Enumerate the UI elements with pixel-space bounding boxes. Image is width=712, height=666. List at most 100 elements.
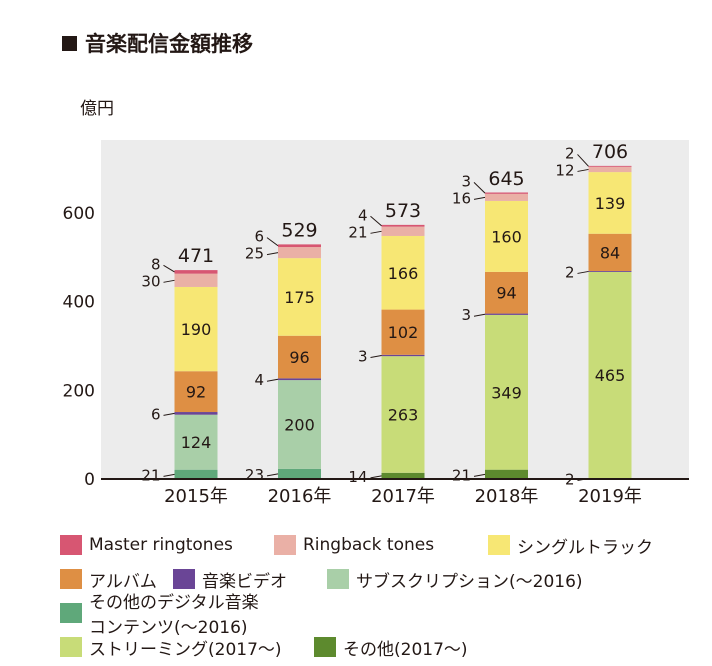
legend-swatch	[60, 535, 82, 555]
data-label: 4	[254, 371, 264, 389]
leader-line	[473, 196, 486, 200]
legend-swatch	[60, 637, 82, 657]
legend-item: その他のデジタル音楽コンテンツ(～2016)	[60, 588, 274, 638]
bar-segment	[588, 172, 632, 234]
legend-swatch	[173, 569, 195, 589]
y-axis-label: 億円	[80, 99, 114, 119]
chart-title-text: 音楽配信金額推移	[85, 32, 253, 56]
bar-segment	[485, 193, 528, 201]
title-square-icon	[62, 35, 77, 51]
data-label: 12	[555, 161, 574, 179]
data-label: 124	[181, 433, 212, 452]
data-label: 349	[491, 383, 522, 402]
legend-swatch	[327, 569, 349, 589]
bar-segment	[174, 412, 218, 415]
legend-label: その他のデジタル音楽コンテンツ(～2016)	[89, 593, 259, 638]
data-label: 6	[151, 405, 161, 423]
legend-label: 音楽ビデオ	[202, 571, 287, 592]
bar-segment	[278, 380, 321, 469]
legend-swatch	[314, 637, 336, 657]
data-label: 166	[388, 264, 419, 283]
data-label: 30	[141, 272, 160, 290]
legend-item: Master ringtones	[60, 535, 274, 555]
leader-line	[266, 237, 279, 247]
bar-segment	[174, 273, 218, 287]
leader-line	[473, 182, 486, 194]
total-label: 706	[592, 141, 628, 163]
bar-segment	[485, 271, 528, 314]
leader-line	[473, 473, 486, 477]
bar-segment	[588, 166, 632, 173]
total-label: 645	[488, 168, 524, 190]
total-label: 573	[385, 200, 421, 222]
legend-row: Master ringtones Ringback tones シングルトラック	[60, 528, 700, 562]
bar-segment	[485, 313, 528, 315]
x-tick-label: 2017年	[371, 486, 435, 507]
data-label: 84	[600, 243, 620, 262]
data-label: 4	[358, 206, 368, 224]
y-tick-label: 200	[63, 381, 95, 401]
bar-segment	[381, 472, 425, 479]
legend-label: Master ringtones	[89, 535, 233, 555]
data-label: 25	[245, 245, 264, 263]
chart-title: 音楽配信金額推移	[62, 28, 253, 58]
data-label: 160	[491, 227, 522, 246]
legend-label: アルバム	[89, 571, 157, 592]
leader-line	[266, 473, 279, 477]
legend-item: アルバム	[60, 567, 173, 592]
legend-item: ストリーミング(2017～)	[60, 635, 314, 660]
leader-line	[266, 252, 279, 256]
data-label: 3	[461, 306, 471, 324]
bar-segment	[381, 354, 425, 357]
x-tick-label: 2016年	[268, 486, 332, 507]
leader-line	[163, 279, 175, 283]
legend-label: サブスクリプション(～2016)	[356, 571, 583, 592]
data-label: 3	[461, 172, 471, 190]
data-label: 190	[181, 320, 212, 339]
x-tick-label: 2018年	[475, 486, 539, 507]
bar-segment	[174, 371, 218, 413]
x-tick-label: 2019年	[578, 486, 642, 507]
data-label: 139	[595, 194, 626, 213]
total-label: 471	[178, 245, 214, 267]
bar-segment	[381, 226, 425, 236]
legend-label: Ringback tones	[303, 535, 435, 555]
x-tick-label: 2015年	[164, 486, 228, 507]
data-label: 263	[388, 405, 419, 424]
legend-item: その他(2017～)	[314, 635, 514, 660]
leader-line	[163, 473, 175, 477]
y-tick-label: 400	[63, 293, 95, 313]
bar-segment	[278, 258, 321, 336]
legend-swatch	[60, 569, 82, 589]
bar-segment	[381, 356, 425, 473]
leader-line	[370, 215, 382, 227]
legend-row: ストリーミング(2017～) その他(2017～)	[60, 630, 700, 664]
legend-swatch	[274, 535, 296, 555]
bar-segment	[278, 378, 321, 381]
data-label: 6	[254, 228, 264, 246]
data-label: 175	[284, 288, 315, 307]
leader-line	[577, 270, 589, 274]
legend-swatch	[488, 535, 510, 555]
bar-segment	[485, 314, 528, 470]
bar-segment	[278, 335, 321, 379]
data-label: 14	[348, 468, 367, 486]
data-label: 92	[186, 383, 206, 402]
data-label: 200	[284, 415, 315, 434]
bar-segment	[278, 468, 321, 479]
data-label: 21	[141, 466, 160, 484]
bar-segment	[174, 414, 218, 470]
total-label: 529	[281, 219, 317, 241]
leader-line	[163, 412, 175, 416]
chart-legend: Master ringtones Ringback tones シングルトラック アル…	[60, 528, 700, 664]
legend-label: その他(2017～)	[343, 639, 468, 660]
legend-label: ストリーミング(2017～)	[89, 639, 282, 660]
leader-line	[266, 378, 279, 382]
data-label: 23	[245, 466, 264, 484]
y-tick-label: 0	[84, 470, 95, 490]
data-label: 3	[358, 347, 368, 365]
legend-swatch	[60, 603, 82, 623]
bar-segment	[174, 270, 218, 274]
bar-segment	[381, 224, 425, 227]
